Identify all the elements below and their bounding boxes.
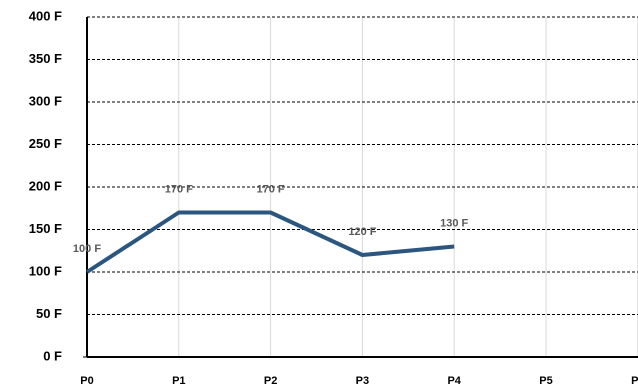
y-tick-label: 400 F [29,8,62,23]
y-tick-label: 50 F [36,306,62,321]
x-tick-label: P6 [631,375,638,387]
data-label: 130 F [440,217,468,229]
x-tick-label: P4 [447,375,461,387]
x-tick-label: P3 [356,375,369,387]
y-tick-label: 250 F [29,136,62,151]
y-tick-label: 350 F [29,51,62,66]
data-label: 100 F [73,243,101,255]
y-tick-label: 0 F [43,348,62,363]
x-tick-label: P0 [80,375,93,387]
x-tick-label: P5 [539,375,552,387]
data-label: 170 F [257,183,285,195]
data-line [85,210,455,274]
data-label: 170 F [165,183,193,195]
data-label: 120 F [348,226,376,238]
y-tick-label: 200 F [29,178,62,193]
y-tick-label: 100 F [29,263,62,278]
y-tick-label: 150 F [29,221,62,236]
x-tick-label: P1 [172,375,185,387]
y-tick-label: 300 F [29,93,62,108]
x-tick-label: P2 [264,375,277,387]
